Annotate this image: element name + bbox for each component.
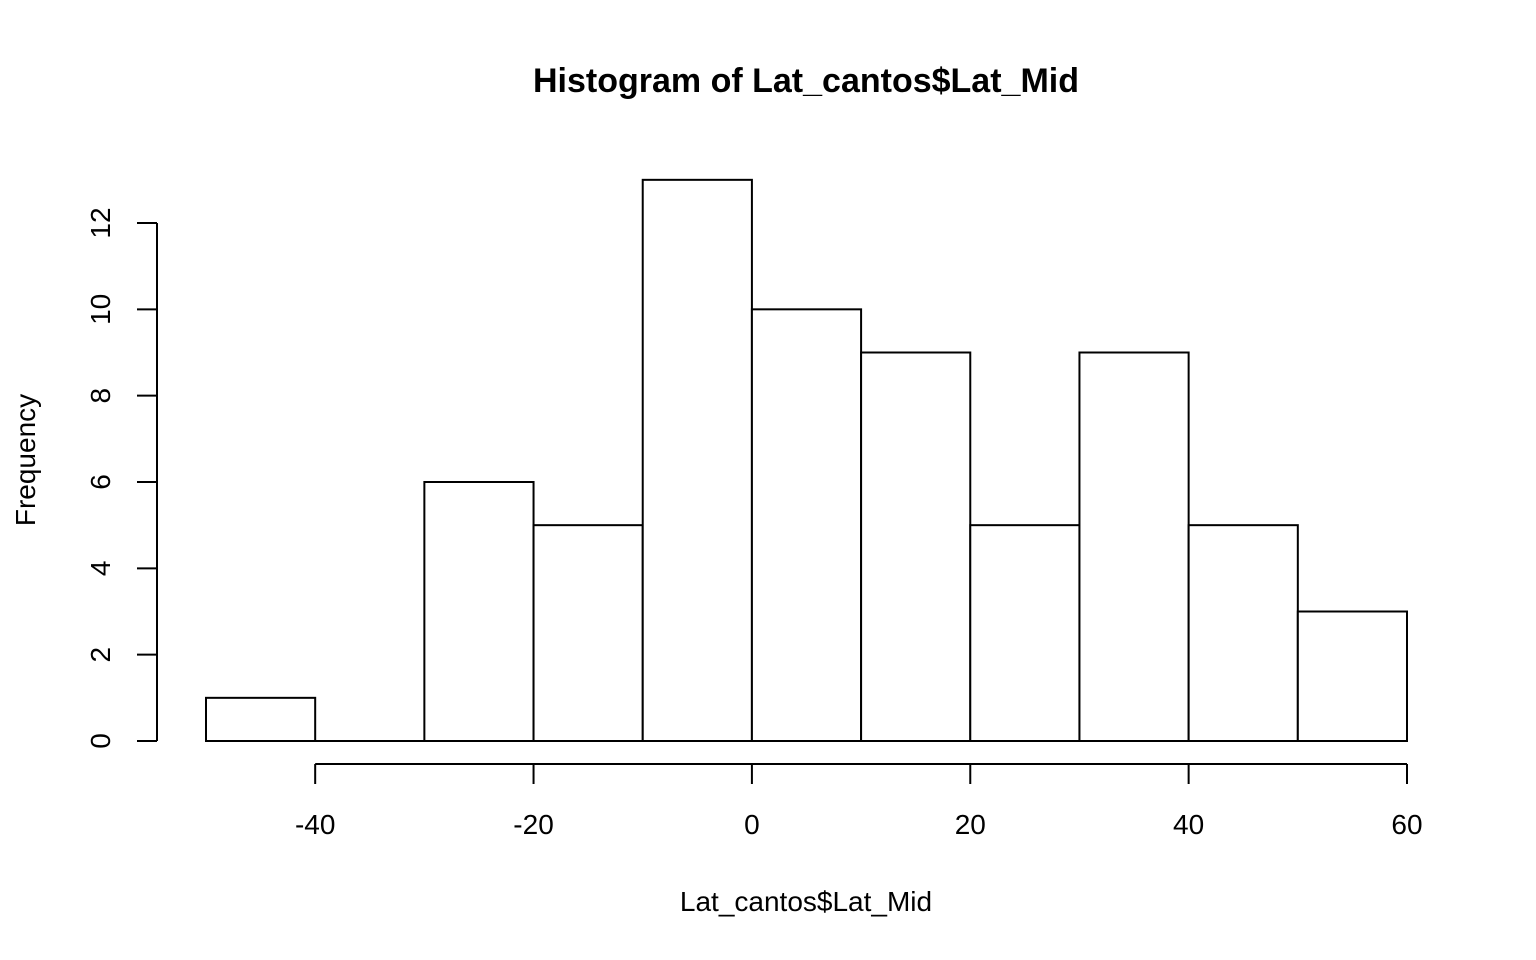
histogram-bar — [969, 524, 1081, 743]
histogram-bar — [423, 481, 535, 742]
x-tick-label: 20 — [955, 809, 986, 840]
y-axis-label: Frequency — [10, 394, 41, 526]
x-tick-label: -40 — [295, 809, 335, 840]
histogram-bar — [1078, 351, 1190, 742]
x-tick-label: 40 — [1173, 809, 1204, 840]
histogram-bar — [532, 524, 644, 743]
y-tick-label: 0 — [85, 733, 116, 749]
histogram-bar — [860, 351, 972, 742]
histogram-bar — [641, 178, 753, 743]
y-tick-label: 2 — [85, 647, 116, 663]
histogram-bar — [750, 308, 863, 742]
bars-group — [205, 178, 1409, 743]
y-tick-label: 8 — [85, 388, 116, 404]
y-tick-label: 4 — [85, 561, 116, 577]
x-tick-label: -20 — [513, 809, 553, 840]
x-axis-label: Lat_cantos$Lat_Mid — [680, 886, 932, 917]
y-axis: 0 2 4 6 8 10 12 — [85, 207, 158, 749]
x-tick-label: 0 — [744, 809, 760, 840]
y-tick-label: 6 — [85, 474, 116, 490]
x-tick-label: 60 — [1391, 809, 1422, 840]
histogram-bar — [1296, 610, 1409, 742]
y-tick-label: 10 — [85, 294, 116, 325]
y-tick-label: 12 — [85, 207, 116, 238]
chart-title: Histogram of Lat_cantos$Lat_Mid — [533, 62, 1079, 100]
x-axis: -40 -20 0 20 40 60 — [295, 763, 1423, 840]
histogram-bar — [205, 696, 317, 742]
histogram-bar — [1187, 524, 1299, 743]
